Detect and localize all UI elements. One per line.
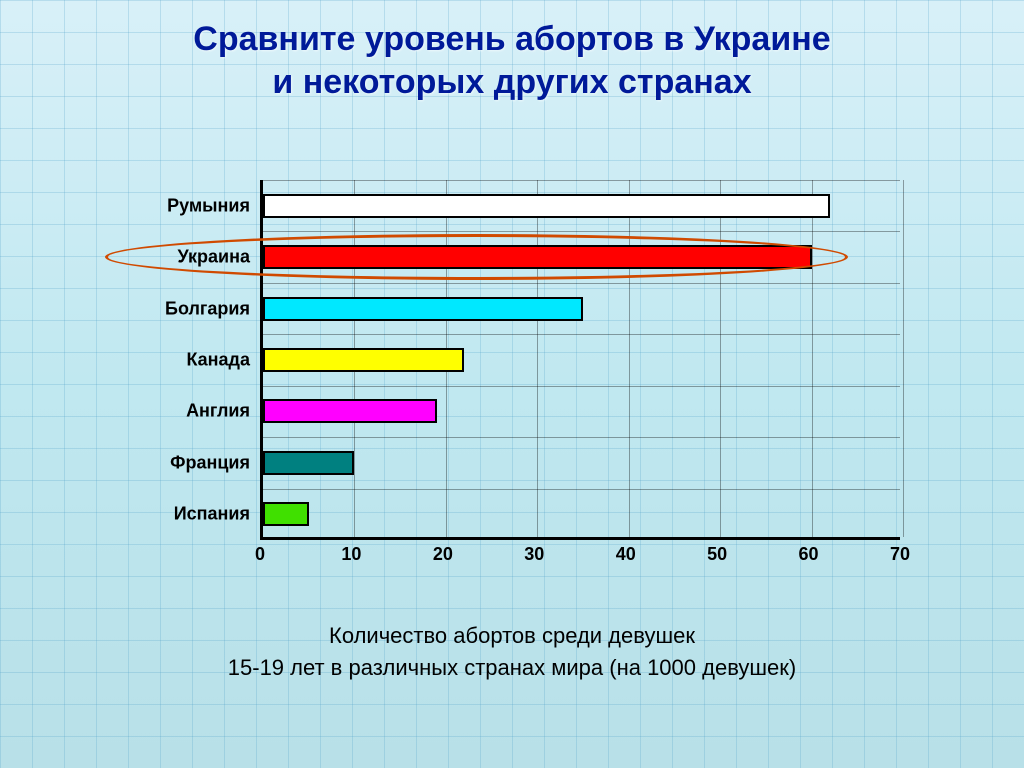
chart-caption: Количество абортов среди девушек 15-19 л… <box>0 620 1024 684</box>
caption-line-1: Количество абортов среди девушек <box>0 620 1024 652</box>
gridline-vertical <box>537 180 538 537</box>
category-label: Испания <box>120 504 250 525</box>
gridline-vertical <box>812 180 813 537</box>
title-line-1: Сравните уровень абортов в Украине <box>0 18 1024 61</box>
gridline-horizontal <box>263 334 900 335</box>
category-label: Румыния <box>120 195 250 216</box>
bar-chart: Румыния Украина Болгария Канада Англия Франци… <box>120 170 920 590</box>
gridline-vertical <box>629 180 630 537</box>
x-tick-label: 10 <box>341 544 361 565</box>
caption-line-2: 15-19 лет в различных странах мира (на 1… <box>0 652 1024 684</box>
x-tick-label: 40 <box>616 544 636 565</box>
x-tick-label: 70 <box>890 544 910 565</box>
gridline-horizontal <box>263 231 900 232</box>
bar <box>263 348 464 372</box>
chart-title: Сравните уровень абортов в Украине и нек… <box>0 18 1024 103</box>
gridline-horizontal <box>263 283 900 284</box>
gridline-horizontal <box>263 180 900 181</box>
title-line-2: и некоторых других странах <box>0 61 1024 104</box>
plot-area <box>260 180 900 540</box>
gridline-horizontal <box>263 489 900 490</box>
x-tick-label: 50 <box>707 544 727 565</box>
gridline-horizontal <box>263 437 900 438</box>
bar <box>263 502 309 526</box>
category-label: Украина <box>120 247 250 268</box>
bar <box>263 297 583 321</box>
category-label: Болгария <box>120 298 250 319</box>
bar <box>263 399 437 423</box>
gridline-vertical <box>903 180 904 537</box>
category-label: Франция <box>120 452 250 473</box>
x-tick-label: 30 <box>524 544 544 565</box>
x-tick-label: 0 <box>255 544 265 565</box>
x-tick-label: 60 <box>799 544 819 565</box>
category-label: Канада <box>120 350 250 371</box>
bar <box>263 194 830 218</box>
bar <box>263 451 354 475</box>
gridline-vertical <box>720 180 721 537</box>
category-label: Англия <box>120 401 250 422</box>
bar <box>263 245 812 269</box>
gridline-horizontal <box>263 386 900 387</box>
x-tick-label: 20 <box>433 544 453 565</box>
